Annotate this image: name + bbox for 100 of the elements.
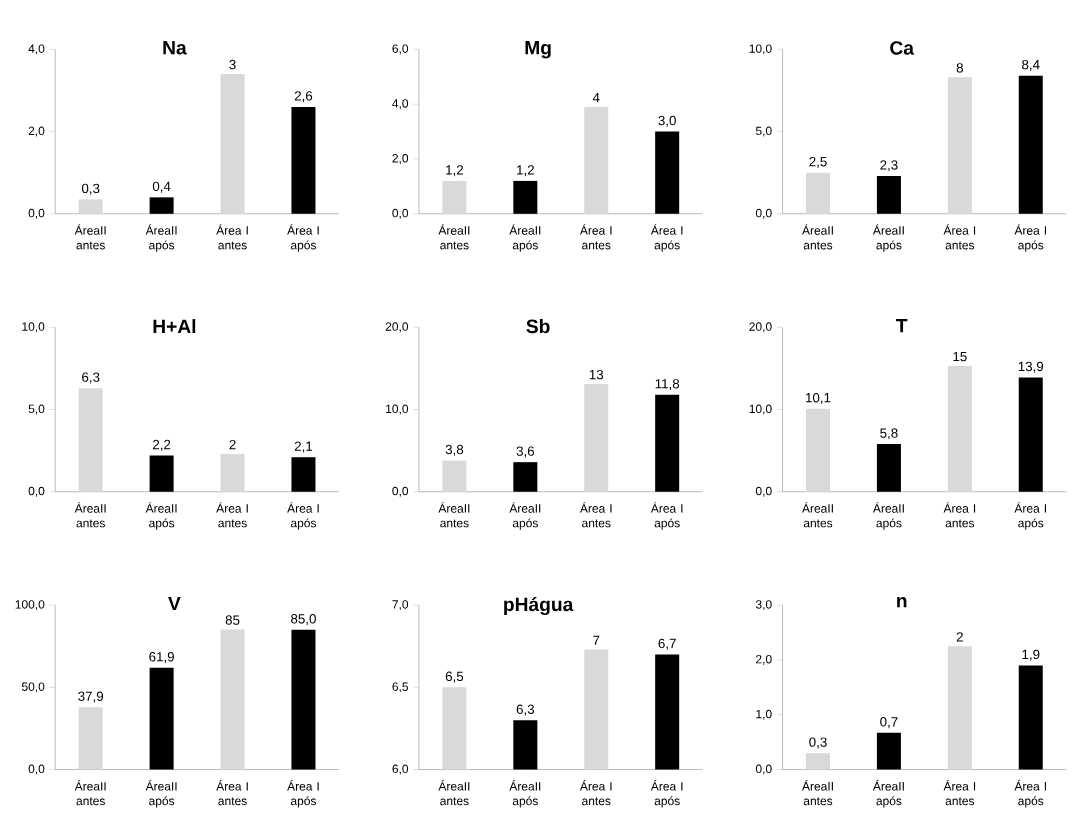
data-label: 6,5 [445, 671, 464, 683]
bar [1018, 377, 1043, 492]
data-label: 85,0 [291, 614, 316, 626]
y-tick-label: 10,0 [749, 404, 772, 415]
y-tick-label: 4,0 [392, 99, 409, 110]
chart-title: Sb [526, 319, 550, 334]
x-tick-label: ÁreaII antes [438, 502, 470, 528]
y-tick-label: 4,0 [28, 44, 45, 55]
chart-title: n [897, 597, 907, 608]
bar [584, 384, 609, 492]
data-label: 5,8 [880, 428, 898, 440]
x-tick-label: ÁreaII antes [74, 224, 106, 250]
bar [291, 107, 316, 214]
y-tick-label: 50,0 [21, 682, 45, 693]
bar [876, 733, 901, 770]
x-tick-label: Área I após [1014, 502, 1046, 530]
y-tick-label: 2,0 [392, 154, 409, 165]
data-label: 6,7 [658, 638, 676, 650]
y-tick-label: 6,0 [392, 44, 409, 55]
bar [78, 707, 103, 770]
bar [513, 181, 538, 214]
data-label: 8 [956, 63, 963, 73]
y-tick-label: 5,0 [755, 126, 772, 137]
chart-title: Ca [890, 41, 915, 55]
x-tick-label: Área I antes [579, 502, 612, 528]
x-tick-label: Área I antes [579, 780, 612, 806]
data-label: 3,0 [658, 116, 676, 128]
data-label: 37,9 [78, 691, 104, 703]
y-tick-label: 0,0 [755, 764, 772, 775]
bar [1018, 75, 1043, 214]
data-label: 85 [225, 615, 240, 625]
data-label: 61,9 [149, 652, 174, 664]
y-tick-label: 2,0 [28, 126, 45, 137]
bar [220, 454, 245, 492]
x-tick-label: ÁreaII após [872, 502, 904, 530]
x-tick-label: Área I antes [579, 224, 612, 250]
y-tick-label: 6,5 [392, 682, 409, 693]
x-tick-label: ÁreaII após [509, 780, 541, 808]
data-label: 11,8 [655, 379, 680, 391]
x-tick-label: ÁreaII após [145, 224, 177, 252]
x-tick-label: Área I antes [943, 502, 976, 528]
x-tick-label: ÁreaII antes [802, 502, 833, 528]
bar [442, 460, 467, 492]
y-tick-label: 2,0 [756, 655, 772, 666]
chart-title: Na [163, 41, 187, 55]
x-tick-label: ÁreaII antes [438, 224, 470, 250]
data-label: 7 [593, 635, 600, 646]
bar [805, 172, 830, 214]
chart-title: Mg [525, 41, 551, 59]
x-tick-label: ÁreaII após [509, 502, 541, 530]
x-tick-label: ÁreaII após [509, 224, 541, 252]
y-tick-label: 3,0 [755, 600, 772, 611]
bar [655, 131, 680, 214]
bar [876, 444, 901, 492]
bar [876, 176, 901, 214]
data-label: 0,3 [809, 737, 827, 749]
x-tick-label: Área I após [287, 224, 319, 252]
chart-title: H+Al [153, 319, 196, 334]
data-label: 1,2 [446, 165, 464, 177]
bar [655, 394, 680, 492]
chart-title: V [168, 597, 181, 611]
data-label: 2,6 [294, 91, 313, 103]
y-tick-label: 5,0 [28, 404, 45, 415]
bar [947, 646, 972, 770]
data-label: 10,1 [806, 393, 831, 405]
data-label: 0,3 [81, 183, 100, 195]
x-tick-label: ÁreaII após [872, 224, 904, 252]
data-label: 3,6 [516, 446, 535, 458]
x-tick-label: ÁreaII após [145, 502, 177, 530]
x-tick-label: Área I antes [943, 780, 976, 806]
y-tick-label: 20,0 [385, 322, 409, 333]
bar [149, 667, 174, 770]
x-tick-label: Área I após [1014, 224, 1046, 252]
data-label: 2,3 [880, 160, 898, 172]
bar [291, 457, 316, 492]
bar [291, 629, 316, 770]
bar [805, 408, 830, 492]
bar [442, 181, 467, 214]
data-label: 2,5 [809, 157, 827, 169]
y-tick-label: 0,0 [28, 486, 45, 497]
bar [1018, 665, 1043, 770]
data-label: 13 [589, 370, 604, 380]
data-label: 1,2 [517, 165, 534, 177]
y-tick-label: 10,0 [22, 322, 45, 333]
data-label: 1,9 [1022, 649, 1040, 661]
x-tick-label: ÁreaII antes [438, 780, 470, 806]
x-tick-label: ÁreaII antes [74, 780, 106, 806]
data-label: 3 [229, 60, 236, 70]
x-tick-label: ÁreaII antes [74, 502, 106, 528]
x-tick-label: ÁreaII após [872, 780, 904, 808]
y-tick-label: 6,0 [392, 764, 409, 775]
bar [149, 455, 174, 492]
y-tick-label: 10,0 [749, 44, 772, 55]
data-label: 6,3 [516, 704, 535, 716]
y-tick-label: 20,0 [749, 322, 772, 333]
y-tick-label: 0,0 [755, 486, 772, 497]
data-label: 15 [953, 352, 967, 362]
x-tick-label: Área I após [287, 780, 319, 808]
x-tick-label: ÁreaII antes [802, 224, 833, 250]
y-tick-label: 0,0 [28, 209, 45, 219]
